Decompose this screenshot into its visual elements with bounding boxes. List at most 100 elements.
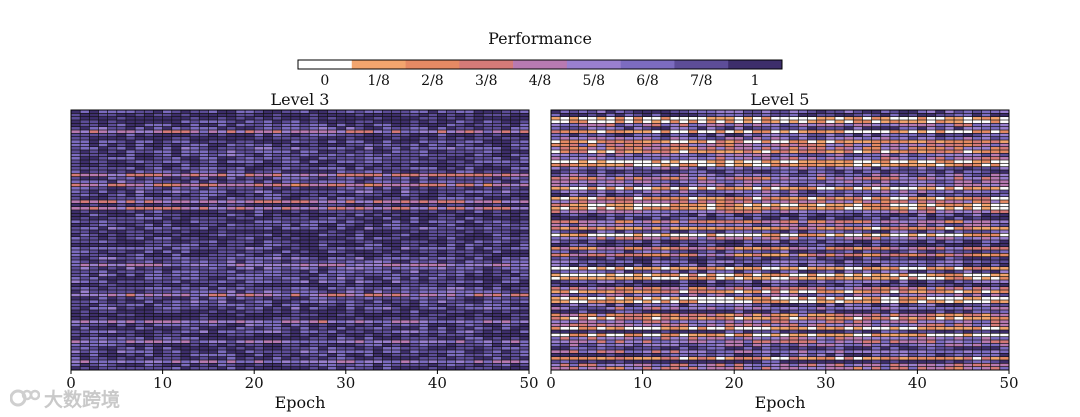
heatmap-cell [254, 217, 264, 220]
heatmap-cell [236, 330, 245, 333]
heatmap-cell [318, 323, 328, 327]
heatmap-cell [117, 127, 126, 130]
heatmap-cell [254, 297, 264, 300]
heatmap-cell [670, 130, 679, 133]
heatmap-cell [98, 317, 108, 320]
heatmap-cell [474, 180, 483, 183]
heatmap-cell [300, 143, 309, 147]
heatmap-cell [798, 130, 808, 133]
heatmap-cell [780, 150, 789, 153]
heatmap-cell [492, 177, 502, 180]
heatmap-cell [80, 177, 89, 180]
heatmap-cell [346, 263, 355, 267]
heatmap-cell [780, 167, 789, 170]
heatmap-cell [511, 117, 520, 120]
heatmap-cell [309, 303, 318, 307]
heatmap-cell [963, 160, 973, 163]
heatmap-cell [89, 347, 99, 350]
heatmap-cell [520, 290, 529, 293]
heatmap-cell [282, 193, 291, 197]
heatmap-cell [419, 283, 428, 287]
heatmap-cell [456, 207, 465, 210]
heatmap-cell [89, 157, 99, 160]
heatmap-cell [107, 213, 117, 217]
heatmap-cell [107, 133, 117, 137]
heatmap-cell [309, 253, 318, 257]
heatmap-cell [144, 110, 154, 113]
heatmap-cell [908, 110, 918, 113]
heatmap-cell [410, 203, 419, 207]
heatmap-cell [492, 137, 502, 140]
heatmap-cell [364, 177, 373, 180]
heatmap-cell [144, 240, 154, 243]
heatmap-cell [98, 137, 108, 140]
heatmap-cell [391, 147, 401, 150]
heatmap-cell [474, 153, 483, 157]
heatmap-cell [162, 363, 172, 367]
heatmap-cell [642, 157, 652, 160]
heatmap-cell [245, 240, 254, 243]
heatmap-cell [437, 203, 447, 207]
heatmap-cell [107, 277, 117, 280]
heatmap-cell [382, 220, 392, 223]
heatmap-cell [300, 227, 309, 230]
heatmap-cell [300, 303, 309, 307]
heatmap-cell [181, 287, 190, 290]
heatmap-cell [153, 333, 163, 337]
heatmap-cell [456, 360, 465, 363]
heatmap-cell [263, 273, 273, 277]
heatmap-cell [327, 297, 337, 300]
heatmap-cell [551, 110, 560, 113]
heatmap-cell [826, 177, 835, 180]
heatmap-cell [162, 197, 172, 200]
heatmap-cell [401, 253, 410, 257]
heatmap-cell [309, 330, 318, 333]
heatmap-cell [71, 340, 80, 343]
heatmap-cell [615, 150, 624, 153]
heatmap-cell [446, 333, 456, 337]
heatmap-cell [190, 120, 199, 123]
heatmap-cell [826, 137, 835, 140]
heatmap-cell [346, 130, 355, 133]
heatmap-cell [410, 233, 419, 237]
heatmap-cell [401, 123, 410, 127]
heatmap-cell [346, 203, 355, 207]
heatmap-cell [501, 253, 511, 257]
heatmap-cell [391, 323, 401, 327]
heatmap-cell [428, 267, 438, 270]
heatmap-cell [162, 340, 172, 343]
heatmap-cell [474, 163, 483, 167]
heatmap-cell [446, 353, 456, 357]
heatmap-cell [208, 310, 218, 313]
heatmap-cell [670, 133, 679, 137]
heatmap-cell [135, 227, 144, 230]
heatmap-cell [707, 123, 716, 127]
heatmap-cell [346, 120, 355, 123]
heatmap-cell [208, 313, 218, 317]
heatmap-cell [501, 367, 511, 370]
heatmap-cell [926, 167, 936, 170]
heatmap-cell [419, 310, 428, 313]
heatmap-cell [862, 143, 872, 147]
heatmap-cell [945, 117, 954, 120]
heatmap-cell [107, 153, 117, 157]
heatmap-cell [945, 177, 954, 180]
heatmap-cell [615, 157, 624, 160]
heatmap-cell [1000, 137, 1009, 140]
heatmap-cell [208, 147, 218, 150]
heatmap-cell [98, 357, 108, 360]
heatmap-cell [446, 187, 456, 190]
heatmap-cell [245, 340, 254, 343]
heatmap-cell [410, 213, 419, 217]
heatmap-cell [382, 343, 392, 347]
heatmap-cell [282, 293, 291, 297]
heatmap-cell [862, 177, 872, 180]
heatmap-cell [80, 167, 89, 170]
heatmap-cell [300, 203, 309, 207]
heatmap-cell [217, 333, 227, 337]
heatmap-cell [300, 140, 309, 143]
heatmap-cell [826, 133, 835, 137]
heatmap-cell [272, 260, 282, 263]
heatmap-cell [410, 147, 419, 150]
heatmap-cell [263, 367, 273, 370]
